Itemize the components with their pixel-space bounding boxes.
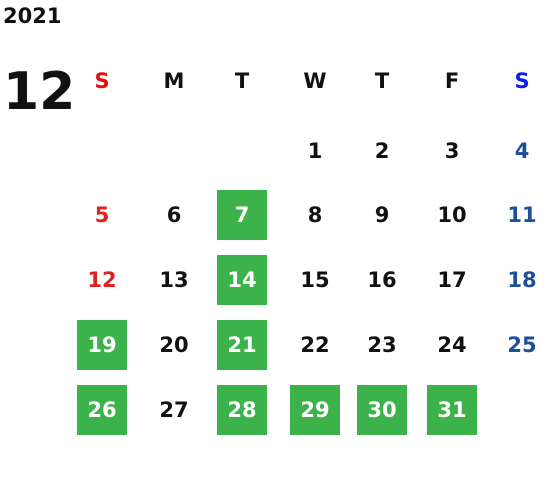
year: 2021 (3, 4, 62, 28)
day: 13 (159, 268, 189, 292)
day: 12 (87, 268, 117, 292)
day: 4 (514, 139, 530, 163)
weekday-header: W (303, 69, 327, 93)
day: 2 (374, 139, 390, 163)
highlighted-day: 28 (217, 385, 267, 435)
day: 18 (507, 268, 537, 292)
day: 27 (159, 398, 189, 422)
month: 12 (3, 62, 76, 122)
weekday-header: T (374, 69, 390, 93)
weekday-header: T (234, 69, 250, 93)
highlighted-day: 21 (217, 320, 267, 370)
weekday-header: M (163, 69, 185, 93)
day: 17 (437, 268, 467, 292)
day: 23 (367, 333, 397, 357)
weekday-header: S (514, 69, 530, 93)
highlighted-day: 19 (77, 320, 127, 370)
highlighted-day: 26 (77, 385, 127, 435)
highlighted-day: 14 (217, 255, 267, 305)
day: 1 (307, 139, 323, 163)
highlighted-day: 30 (357, 385, 407, 435)
day: 3 (444, 139, 460, 163)
highlighted-day: 7 (217, 190, 267, 240)
day: 10 (437, 203, 467, 227)
day: 16 (367, 268, 397, 292)
highlighted-day: 29 (290, 385, 340, 435)
day: 9 (374, 203, 390, 227)
day: 8 (307, 203, 323, 227)
day: 5 (94, 203, 110, 227)
day: 24 (437, 333, 467, 357)
day: 6 (166, 203, 182, 227)
weekday-header: S (94, 69, 110, 93)
day: 11 (507, 203, 537, 227)
day: 22 (300, 333, 330, 357)
weekday-header: F (444, 69, 460, 93)
day: 15 (300, 268, 330, 292)
day: 20 (159, 333, 189, 357)
highlighted-day: 31 (427, 385, 477, 435)
day: 25 (507, 333, 537, 357)
